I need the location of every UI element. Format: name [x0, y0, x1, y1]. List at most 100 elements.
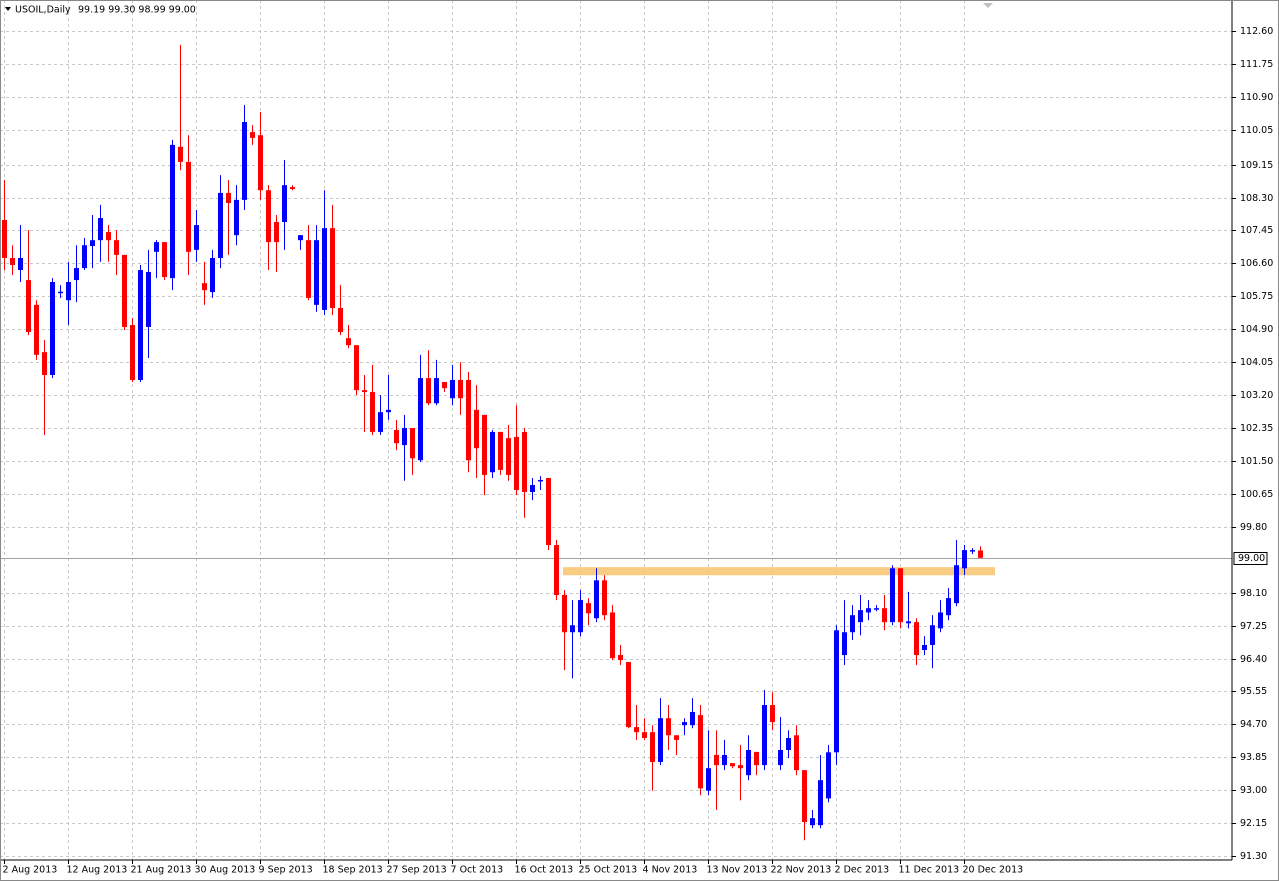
candle-body: [130, 325, 135, 381]
candle-body: [538, 479, 543, 482]
y-tick-label: 97.25: [1240, 621, 1267, 632]
candle-body: [546, 478, 551, 546]
candle-body: [106, 232, 111, 241]
candle-body: [306, 240, 311, 298]
candle-body: [138, 270, 143, 381]
candle-body: [746, 749, 751, 776]
candle-body: [434, 378, 439, 404]
y-tick-label: 91.30: [1240, 851, 1267, 862]
candle-body: [314, 240, 319, 305]
menu-triangle[interactable]: [5, 7, 11, 11]
y-tick-label: 104.90: [1240, 324, 1273, 335]
candle-body: [410, 428, 415, 459]
candle-body: [610, 612, 615, 659]
y-tick-label: 98.10: [1240, 588, 1267, 599]
candle-body: [298, 235, 303, 241]
shift-marker: [983, 3, 993, 8]
candle-body: [394, 430, 399, 444]
candle-body: [850, 615, 855, 633]
candle-body: [450, 380, 455, 399]
candle-body: [178, 146, 183, 162]
candle-body: [650, 732, 655, 762]
candle-body: [354, 345, 359, 391]
candle-body: [866, 608, 871, 613]
candle-body: [194, 225, 199, 250]
candle-body: [154, 242, 159, 252]
candle-body: [682, 722, 687, 726]
y-tick-label: 108.30: [1240, 193, 1273, 204]
candle-body: [522, 431, 527, 492]
candle-body: [978, 550, 983, 558]
candle-body: [458, 380, 463, 399]
candle-body: [10, 258, 15, 265]
candle-body: [642, 732, 647, 738]
y-tick-label: 103.20: [1240, 390, 1273, 401]
candle-body: [946, 598, 951, 616]
candle-body: [58, 291, 63, 294]
candle-body: [290, 187, 295, 190]
candle-body: [794, 735, 799, 771]
y-tick-label: 93.00: [1240, 785, 1267, 796]
candle-body: [426, 378, 431, 404]
y-tick-label: 99.80: [1240, 522, 1267, 533]
candle-body: [442, 381, 447, 389]
y-tick-label: 109.15: [1240, 160, 1273, 171]
candle-body: [226, 192, 231, 203]
x-tick-label: 18 Sep 2013: [323, 865, 383, 876]
y-tick-label: 101.50: [1240, 456, 1273, 467]
candle-body: [50, 282, 55, 375]
candle-body: [714, 755, 719, 766]
candle-body: [66, 282, 71, 301]
candle-body: [810, 818, 815, 826]
candle-body: [826, 752, 831, 799]
candle-body: [346, 338, 351, 346]
candle-body: [186, 161, 191, 252]
candle-body: [266, 190, 271, 243]
candle-body: [858, 610, 863, 623]
candle-body: [938, 612, 943, 629]
ohlc-label: 99.19 99.30 98.99 99.00: [78, 5, 196, 16]
x-tick-label: 16 Oct 2013: [515, 865, 574, 876]
candle-body: [618, 655, 623, 661]
candle-body: [82, 245, 87, 269]
candle-body: [634, 727, 639, 733]
candle-body: [362, 390, 367, 393]
x-tick-label: 9 Sep 2013: [259, 865, 313, 876]
y-tick-label: 107.45: [1240, 225, 1273, 236]
candle-body: [594, 580, 599, 619]
candle-body: [402, 428, 407, 446]
candle-body: [274, 221, 279, 243]
y-tick-label: 95.55: [1240, 686, 1267, 697]
candle-body: [122, 254, 127, 327]
y-tick-label: 93.85: [1240, 752, 1267, 763]
candle-body: [146, 271, 151, 327]
last-price-box: [1233, 552, 1268, 565]
y-tick-label: 100.65: [1240, 489, 1273, 500]
candle-body: [554, 545, 559, 596]
candle-body: [482, 414, 487, 475]
candle-body: [210, 258, 215, 293]
x-tick-label: 27 Sep 2013: [387, 865, 447, 876]
x-tick-label: 13 Nov 2013: [707, 865, 768, 876]
candle-body: [898, 568, 903, 623]
candle-body: [218, 192, 223, 258]
x-tick-label: 2 Aug 2013: [3, 865, 58, 876]
candle-body: [666, 718, 671, 736]
y-tick-label: 112.60: [1240, 26, 1273, 37]
y-tick-label: 96.40: [1240, 654, 1267, 665]
candle-body: [530, 485, 535, 492]
y-tick-label: 106.60: [1240, 258, 1273, 269]
candle-body: [922, 645, 927, 651]
candle-body: [690, 712, 695, 726]
x-tick-label: 4 Nov 2013: [643, 865, 698, 876]
candle-body: [890, 568, 895, 623]
candle-body: [882, 608, 887, 623]
candle-body: [18, 258, 23, 271]
candle-body: [282, 185, 287, 222]
y-tick-label: 94.70: [1240, 719, 1267, 730]
candle-body: [2, 220, 7, 258]
candle-body: [378, 412, 383, 432]
